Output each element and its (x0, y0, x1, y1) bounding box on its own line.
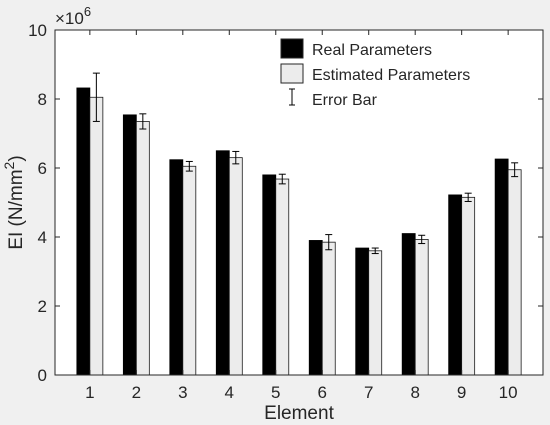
error-bars-group (92, 72, 519, 255)
x-tick-label: 8 (410, 383, 419, 402)
ticks-group (55, 29, 543, 376)
bar-real-8 (401, 233, 416, 376)
legend-swatch-real (280, 38, 304, 59)
bar-real-3 (169, 159, 184, 376)
x-tick-label: 2 (132, 383, 141, 402)
legend-label-error-bar: Error Bar (312, 92, 378, 109)
bar-real-2 (122, 114, 137, 376)
bar-real-6 (308, 240, 323, 376)
bar-estimated-2 (135, 121, 150, 376)
bar-estimated-1 (89, 96, 104, 376)
y-multiplier-label: ×106 (55, 4, 91, 28)
x-tick-label: 6 (318, 383, 327, 402)
x-tick-label: 10 (499, 383, 518, 402)
bar-estimated-9 (461, 196, 476, 376)
bar-estimated-6 (321, 241, 336, 376)
bars-group (76, 87, 522, 376)
y-tick-label: 10 (28, 21, 47, 40)
bar-real-4 (215, 150, 230, 376)
bar-estimated-7 (368, 250, 383, 376)
bar-estimated-10 (507, 169, 522, 376)
bar-estimated-5 (275, 178, 290, 376)
plot-frame (54, 29, 544, 376)
legend-label-real: Real Parameters (312, 42, 432, 59)
y-tick-label: 6 (38, 159, 47, 178)
y-tick-label: 8 (38, 90, 47, 109)
legend-swatch-estimated (280, 63, 304, 84)
bar-real-5 (262, 174, 277, 376)
bar-real-10 (494, 158, 509, 376)
y-tick-label: 0 (38, 366, 47, 385)
y-tick-label: 2 (38, 297, 47, 316)
bar-estimated-8 (414, 239, 429, 376)
x-tick-label: 3 (178, 383, 187, 402)
legend-label-estimated: Estimated Parameters (312, 67, 470, 84)
x-tick-label: 7 (364, 383, 373, 402)
y-axis-label: EI (N/mm2) (1, 155, 27, 249)
x-tick-label: 5 (271, 383, 280, 402)
x-tick-label: 9 (457, 383, 466, 402)
bar-real-9 (448, 194, 463, 376)
bar-estimated-3 (182, 165, 197, 376)
legend-error-bar-icon (289, 88, 295, 106)
bar-estimated-4 (228, 157, 243, 376)
x-tick-label: 4 (225, 383, 234, 402)
bar-real-7 (355, 247, 370, 376)
y-tick-label: 4 (38, 228, 47, 247)
legend: Real Parameters Estimated Parameters Err… (280, 38, 470, 109)
bar-real-1 (76, 87, 91, 376)
x-tick-label: 1 (85, 383, 94, 402)
x-axis-label: Element (264, 403, 334, 424)
